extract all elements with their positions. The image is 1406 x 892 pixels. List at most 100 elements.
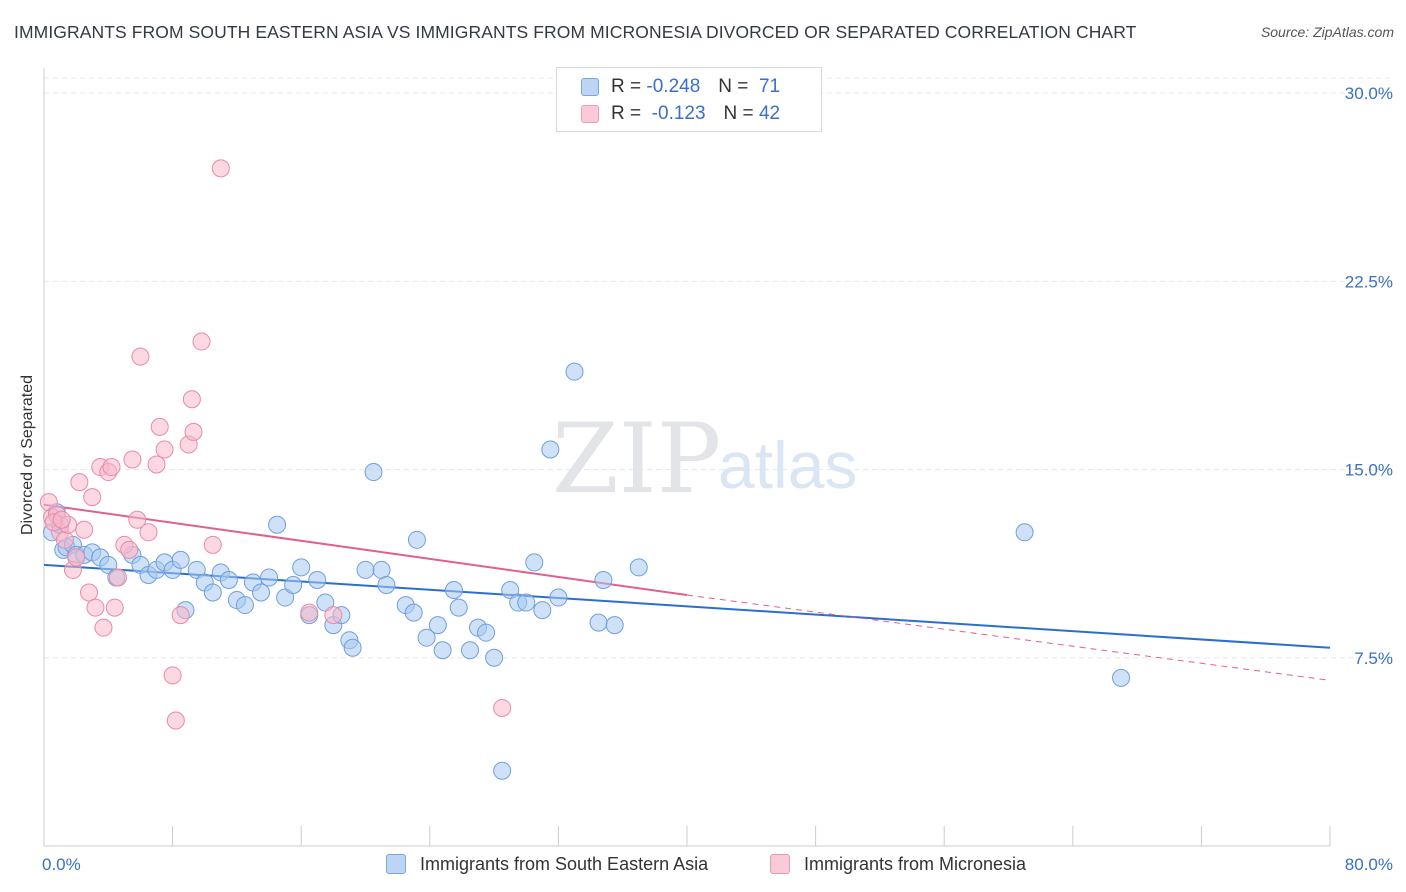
blue-point	[433, 641, 452, 660]
pink-point	[67, 548, 86, 567]
legend-n-label: N =	[718, 76, 749, 97]
blue-point	[377, 575, 396, 594]
pink-point	[163, 666, 182, 685]
pink-point	[211, 159, 230, 178]
pink-point	[75, 520, 94, 539]
pink-point	[155, 440, 174, 459]
pink-point	[120, 540, 139, 559]
blue-point	[1112, 668, 1131, 687]
blue-point	[364, 463, 383, 482]
blue-point	[605, 616, 624, 635]
pink-point	[80, 583, 99, 602]
blue-point	[629, 558, 648, 577]
data-points	[39, 159, 1131, 780]
trend-line-micronesia	[43, 503, 688, 597]
pink-point	[203, 535, 222, 554]
blue-point	[428, 616, 447, 635]
pink-point	[70, 473, 89, 492]
blue-point	[308, 570, 327, 589]
trend-line-micronesia-extension	[686, 594, 1331, 681]
blue-point	[525, 553, 544, 572]
pink-point	[147, 455, 166, 474]
pink-point	[105, 598, 124, 617]
axes	[43, 68, 1331, 847]
legend-r-label: R =	[611, 76, 642, 97]
blue-point	[485, 648, 504, 667]
pink-point	[131, 347, 150, 366]
pink-point	[108, 568, 127, 587]
pink-point	[166, 711, 185, 730]
blue-point	[284, 575, 303, 594]
legend-n-value: 71	[758, 76, 781, 97]
blue-point	[589, 613, 608, 632]
legend-row-micronesia: R = -0.123 N = 42	[581, 101, 780, 127]
pink-point	[123, 450, 142, 469]
legend-r-value: -0.248	[646, 76, 701, 97]
pink-point	[55, 530, 74, 549]
blue-point	[449, 598, 468, 617]
bottom-legend-south-eastern-asia: Immigrants from South Eastern Asia	[386, 851, 708, 877]
y-axis-label: Divorced or Separated	[19, 374, 36, 536]
pink-point	[324, 606, 343, 625]
blue-point	[203, 583, 222, 602]
pink-point	[139, 523, 158, 542]
pink-point	[171, 606, 190, 625]
y-tick-label: 22.5%	[1345, 272, 1393, 291]
legend-n-value: 42	[758, 103, 781, 124]
blue-point	[356, 560, 375, 579]
gridlines	[44, 77, 1392, 659]
blue-point	[235, 596, 254, 615]
watermark-zip: ZIP	[552, 403, 721, 515]
blue-point	[460, 641, 479, 660]
pink-point	[128, 510, 147, 529]
legend-swatch-blue	[581, 78, 599, 96]
y-tick-label: 30.0%	[1345, 84, 1393, 103]
bottom-legend-label: Immigrants from Micronesia	[804, 853, 1027, 874]
blue-point	[541, 440, 560, 459]
pink-point	[182, 390, 201, 409]
blue-point	[444, 581, 463, 600]
blue-point	[417, 628, 436, 647]
y-tick-label: 15.0%	[1345, 461, 1393, 480]
pink-point	[184, 422, 203, 441]
correlation-legend: R = -0.248 N = 71 R = -0.123 N = 42	[556, 67, 822, 132]
pink-point	[150, 417, 169, 436]
blue-point	[565, 362, 584, 381]
blue-point	[219, 570, 238, 589]
blue-point	[477, 623, 496, 642]
watermark: ZIP atlas	[552, 403, 857, 515]
blue-point	[549, 588, 568, 607]
pink-point	[86, 598, 105, 617]
source-note: Source: ZipAtlas.com	[1260, 24, 1394, 40]
tick-labels: 7.5% 15.0% 22.5% 30.0% 0.0% 80.0%	[42, 84, 1393, 874]
bottom-legend-swatch-pink	[770, 854, 790, 874]
watermark-atlas: atlas	[718, 428, 857, 502]
legend-row-south-eastern-asia: R = -0.248 N = 71	[581, 74, 780, 100]
legend-r-value: -0.123	[651, 103, 706, 124]
blue-point	[292, 558, 311, 577]
y-tick-label: 7.5%	[1354, 649, 1393, 668]
legend-r-label: R =	[611, 103, 642, 124]
blue-point	[171, 550, 190, 569]
pink-point	[94, 618, 113, 637]
pink-point	[300, 603, 319, 622]
x-tick-label: 80.0%	[1345, 855, 1393, 874]
bottom-legend-swatch-blue	[386, 854, 406, 874]
blue-point	[533, 601, 552, 620]
chart-title: IMMIGRANTS FROM SOUTH EASTERN ASIA VS IM…	[14, 22, 1137, 42]
blue-point	[372, 560, 391, 579]
blue-point	[594, 570, 613, 589]
bottom-legend-micronesia: Immigrants from Micronesia	[770, 851, 1026, 877]
pink-point	[83, 488, 102, 507]
legend-swatch-pink	[581, 105, 599, 123]
legend-n-label: N =	[723, 103, 754, 124]
blue-point	[260, 568, 279, 587]
blue-point	[404, 603, 423, 622]
pink-point	[102, 458, 121, 477]
bottom-legend-label: Immigrants from South Eastern Asia	[420, 853, 709, 874]
pink-point	[52, 510, 71, 529]
x-tick-label: 0.0%	[42, 855, 81, 874]
blue-point	[493, 761, 512, 780]
pink-point	[192, 332, 211, 351]
